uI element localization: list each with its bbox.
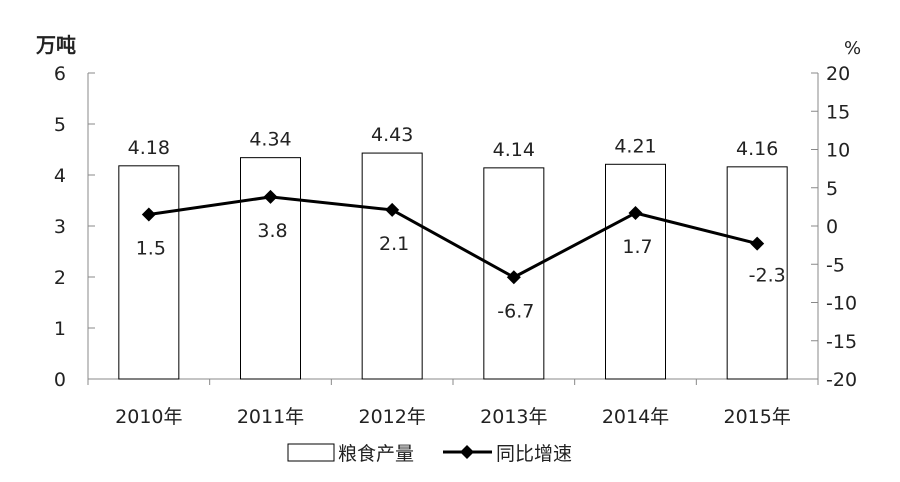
bar [605,163,666,380]
line-data-label: -6.7 [497,300,534,322]
line-data-label: -2.3 [749,265,786,287]
line-point [263,189,278,204]
line-point [385,202,400,217]
line-point [506,270,521,285]
right-tick-label: 15 [826,101,850,123]
line-data-label: 1.5 [136,238,166,260]
left-tick-label: 2 [54,267,66,289]
bar-data-label: 4.18 [128,137,170,159]
legend-bar-label: 粮食产量 [338,443,414,465]
bar-data-label: 4.43 [371,124,413,146]
left-axis-label: 万吨 [35,33,76,57]
line-point [750,236,765,251]
x-tick-label: 2011年 [237,406,304,428]
line-data-label: 2.1 [379,233,409,255]
growth-line [148,195,758,279]
right-tick-label: -10 [826,293,857,315]
right-tick-label: -5 [826,254,845,276]
line-data-label: 1.7 [622,236,652,258]
right-tick-label: -15 [826,331,857,353]
x-tick-label: 2015年 [723,406,790,428]
x-tick-label: 2012年 [358,406,425,428]
right-tick-label: 20 [826,63,850,85]
line-point [141,207,156,222]
bar-data-label: 4.34 [249,129,291,151]
bar-data-label: 4.21 [614,135,656,157]
right-tick-label: 5 [826,178,838,200]
x-tick-label: 2013年 [480,406,547,428]
left-tick-label: 6 [54,63,66,85]
left-tick-label: 0 [54,369,66,391]
bar [361,152,423,380]
left-tick-label: 4 [54,165,66,187]
bar-data-label: 4.14 [493,139,535,161]
right-tick-label: 10 [826,140,850,162]
right-tick-label: 0 [826,216,838,238]
line-point [628,205,643,220]
right-axis-label: % [844,38,861,59]
left-tick-label: 5 [54,114,66,136]
left-tick-label: 1 [54,318,66,340]
legend-line-label: 同比增速 [496,443,572,465]
legend-bar-swatch [287,443,335,462]
bar [118,165,180,380]
bar-data-label: 4.16 [736,138,778,160]
left-tick-label: 3 [54,216,66,238]
x-tick-label: 2014年 [602,406,669,428]
bar [726,166,788,380]
legend: 粮食产量 同比增速 [287,443,572,465]
line-data-label: 3.8 [257,220,287,242]
x-tick-label: 2010年 [115,406,182,428]
right-tick-label: -20 [826,369,857,391]
legend-diamond-marker [460,445,474,459]
bar [483,167,545,380]
